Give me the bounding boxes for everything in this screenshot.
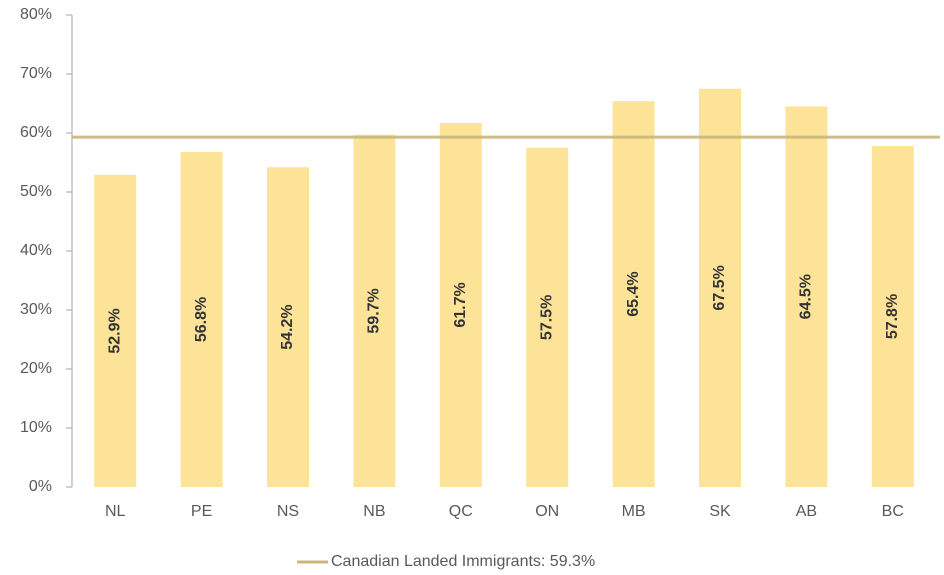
y-tick-label: 40% — [20, 242, 52, 259]
bar — [871, 145, 914, 488]
bar — [699, 88, 741, 487]
x-tick-label: QC — [449, 503, 473, 520]
y-tick-label: 80% — [20, 6, 52, 23]
data-label: 64.5% — [798, 274, 815, 319]
y-tick-label: 70% — [20, 65, 52, 82]
y-tick-label: 0% — [29, 478, 52, 495]
bar — [439, 122, 482, 487]
data-label: 54.2% — [279, 304, 296, 349]
x-tick-label: PE — [191, 503, 212, 520]
y-tick-label: 50% — [20, 183, 52, 200]
data-label: 67.5% — [711, 265, 728, 310]
bar — [785, 106, 828, 487]
y-tick-label: 20% — [20, 360, 52, 377]
data-label: 59.7% — [366, 288, 383, 333]
bar — [612, 101, 655, 487]
data-label: 65.4% — [625, 271, 642, 316]
data-label: 61.7% — [452, 282, 469, 327]
x-tick-label: MB — [622, 503, 646, 520]
bar — [94, 174, 137, 487]
data-label: 57.5% — [538, 295, 555, 340]
x-tick-label: NB — [363, 503, 385, 520]
y-tick-label: 60% — [20, 124, 52, 141]
bar — [180, 151, 223, 487]
data-label: 56.8% — [193, 297, 210, 342]
bar — [353, 134, 396, 487]
data-label: 52.9% — [106, 308, 123, 353]
x-tick-label: AB — [796, 503, 817, 520]
bar — [526, 147, 569, 487]
x-tick-label: BC — [882, 503, 904, 520]
y-tick-label: 10% — [20, 419, 52, 436]
x-tick-label: SK — [709, 503, 731, 520]
legend-label: Canadian Landed Immigrants: 59.3% — [331, 553, 595, 570]
x-tick-label: NS — [277, 503, 299, 520]
data-label: 57.8% — [884, 294, 901, 339]
x-tick-label: NL — [105, 503, 126, 520]
y-tick-label: 30% — [20, 301, 52, 318]
x-tick-label: ON — [535, 503, 559, 520]
bar — [267, 167, 309, 487]
